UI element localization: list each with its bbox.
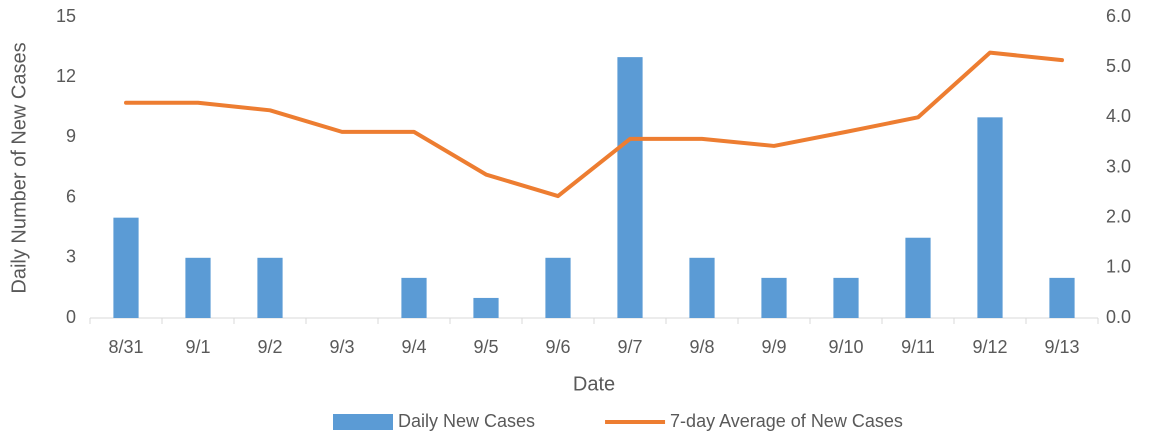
bar xyxy=(977,117,1003,318)
bar xyxy=(1049,277,1075,318)
y2-tick-label: 2.0 xyxy=(1106,206,1131,226)
x-tick-label: 9/12 xyxy=(972,337,1007,357)
x-tick-label: 9/9 xyxy=(761,337,786,357)
x-tick-label: 9/7 xyxy=(617,337,642,357)
x-tick-label: 9/1 xyxy=(185,337,210,357)
x-tick-label: 9/4 xyxy=(401,337,426,357)
y2-tick-label: 6.0 xyxy=(1106,6,1131,26)
x-tick-label: 9/13 xyxy=(1044,337,1079,357)
y2-tick-label: 1.0 xyxy=(1106,257,1131,277)
y2-tick-label: 3.0 xyxy=(1106,156,1131,176)
legend-label: 7-day Average of New Cases xyxy=(670,411,903,431)
legend-label: Daily New Cases xyxy=(398,411,535,431)
y-axis-title: Daily Number of New Cases xyxy=(8,42,30,293)
y2-tick-label: 0.0 xyxy=(1106,307,1131,327)
bar xyxy=(761,277,787,318)
legend-swatch xyxy=(333,414,393,430)
y-tick-label: 6 xyxy=(66,186,76,206)
bar xyxy=(257,257,283,318)
y2-tick-label: 4.0 xyxy=(1106,106,1131,126)
line xyxy=(124,50,1064,199)
bar xyxy=(401,277,427,318)
x-axis-title: Date xyxy=(573,373,615,395)
bar xyxy=(473,297,499,318)
bar xyxy=(617,57,643,319)
x-tick-label: 9/8 xyxy=(689,337,714,357)
x-tick-label: 9/5 xyxy=(473,337,498,357)
y-tick-label: 12 xyxy=(56,66,76,86)
x-tick-label: 9/11 xyxy=(901,337,935,357)
bar xyxy=(905,237,931,318)
x-tick-label: 8/31 xyxy=(108,337,143,357)
x-tick-label: 9/10 xyxy=(828,337,863,357)
bar xyxy=(833,277,859,318)
y-tick-label: 0 xyxy=(66,307,76,327)
bar xyxy=(689,257,715,318)
x-tick-label: 9/2 xyxy=(257,337,282,357)
y-tick-label: 15 xyxy=(56,6,76,26)
bar xyxy=(113,217,139,318)
bar xyxy=(545,257,571,318)
y2-tick-label: 5.0 xyxy=(1106,56,1131,76)
bar xyxy=(185,257,211,318)
x-tick-label: 9/3 xyxy=(329,337,354,357)
y-tick-label: 3 xyxy=(66,247,76,267)
y-tick-label: 9 xyxy=(66,126,76,146)
x-tick-label: 9/6 xyxy=(545,337,570,357)
